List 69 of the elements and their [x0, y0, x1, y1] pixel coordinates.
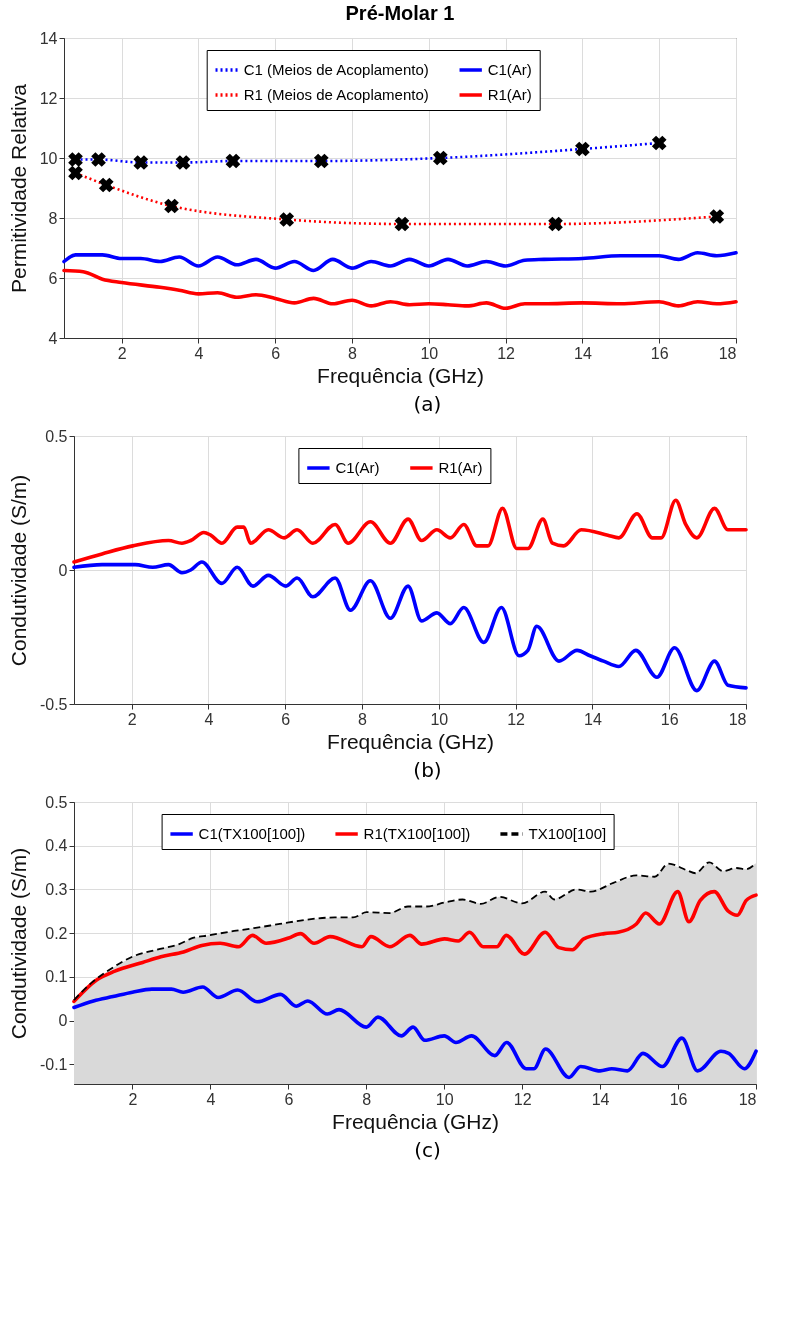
line-series: [72, 889, 758, 1004]
text: (b): [412, 758, 443, 782]
y-tick-label: 8: [48, 209, 58, 227]
y-tick-label: 14: [39, 29, 58, 47]
y-tick-label: 0.3: [45, 880, 68, 898]
legend-label: C1(TX100[100]): [198, 825, 306, 842]
y-tick-label: 0.4: [45, 837, 68, 855]
legend-label: R1(Ar): [487, 86, 532, 103]
x-axis-title: Frequência (GHz): [317, 363, 484, 387]
y-tick-label: 4: [48, 329, 58, 347]
x-tick-label: 14: [591, 1090, 610, 1108]
y-tick-label: -0.1: [39, 1055, 68, 1073]
x-tick-label: 16: [650, 344, 669, 362]
x-tick-label: 2: [127, 710, 137, 728]
x-tick-label: 14: [574, 344, 592, 362]
y-tick-label: 0.5: [45, 793, 68, 811]
x-tick-label: 14: [584, 710, 602, 728]
x-axis-title: Frequência (GHz): [332, 1109, 499, 1133]
x-tick-label: 4: [206, 1090, 216, 1108]
x-tick-label: 10: [430, 710, 449, 728]
x-tick-label: 18: [738, 1090, 757, 1108]
x-tick-label: 12: [513, 1090, 532, 1108]
legend-label: C1(Ar): [487, 61, 532, 78]
y-axis-title: Condutividade (S/m): [6, 474, 30, 667]
x-tick-label: 16: [660, 710, 679, 728]
legend-label: C1(Ar): [335, 459, 380, 476]
x-tick-label: 10: [420, 344, 439, 362]
x-tick-label: 6: [271, 344, 281, 362]
x-axis-title: Frequência (GHz): [327, 729, 494, 753]
x-tick-label: 2: [117, 344, 127, 362]
y-tick-label: 0: [58, 561, 68, 579]
x-tick-label: 4: [204, 710, 214, 728]
y-tick-label: 10: [39, 149, 58, 167]
text: (c): [413, 1138, 442, 1162]
text: (a): [412, 392, 443, 416]
legend-label: R1(Ar): [438, 459, 483, 476]
y-tick-label: 0.5: [45, 427, 68, 445]
x-tick-label: 4: [194, 344, 204, 362]
y-tick-label: 6: [48, 269, 58, 287]
line-series: [72, 498, 748, 564]
legend-label: TX100[100]: [528, 825, 607, 842]
line-series: [72, 560, 748, 693]
x-tick-label: 10: [435, 1090, 454, 1108]
x-tick-label: 8: [348, 344, 358, 362]
x-tick-label: 12: [507, 710, 526, 728]
line-series: [72, 985, 758, 1080]
legend-label: C1 (Meios de Acoplamento): [243, 61, 429, 78]
legend-label: R1(TX100[100]): [363, 825, 471, 842]
x-tick-label: 6: [281, 710, 291, 728]
chart-title: Pré-Molar 1: [345, 2, 455, 24]
y-tick-label: -0.5: [39, 695, 68, 713]
y-axis-title: Permitividade Relativa: [6, 83, 30, 293]
x-tick-label: 16: [669, 1090, 688, 1108]
x-tick-label: 8: [362, 1090, 372, 1108]
legend-label: R1 (Meios de Acoplamento): [243, 86, 429, 103]
x-tick-label: 18: [728, 710, 747, 728]
x-tick-label: 6: [284, 1090, 294, 1108]
x-tick-label: 18: [718, 344, 737, 362]
y-axis-title: Condutividade (S/m): [6, 847, 30, 1040]
y-tick-label: 0.2: [45, 924, 68, 942]
line-series: [62, 268, 738, 311]
x-tick-label: 2: [128, 1090, 138, 1108]
line-series: [62, 251, 738, 273]
x-tick-label: 12: [497, 344, 516, 362]
line-series: [73, 861, 757, 1001]
y-tick-label: 12: [39, 89, 58, 107]
x-tick-label: 8: [358, 710, 368, 728]
y-tick-label: 0: [58, 1012, 68, 1030]
y-tick-label: 0.1: [45, 968, 68, 986]
